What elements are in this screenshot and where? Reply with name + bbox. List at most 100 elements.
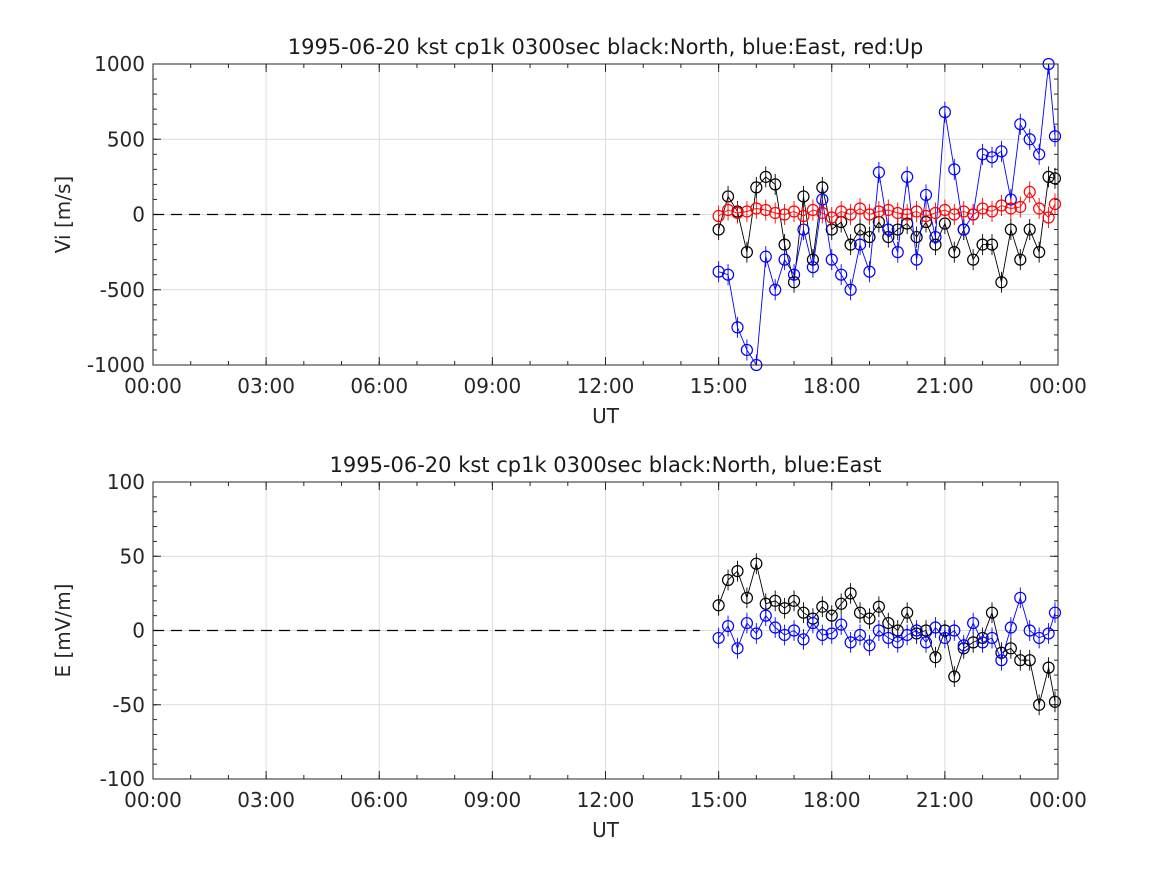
data-point-up [769, 206, 782, 220]
data-point-up [1023, 185, 1036, 199]
x-tick-label: 21:00 [916, 788, 974, 812]
data-point-east [910, 624, 923, 637]
data-point-east [891, 246, 904, 259]
data-point-north [721, 573, 735, 587]
y-tick-label: 100 [107, 470, 145, 494]
data-point-north [948, 670, 961, 683]
x-tick-label: 12:00 [577, 374, 635, 398]
y-tick-label: -50 [112, 693, 145, 717]
data-point-north [910, 230, 923, 244]
vi-velocity-panel: 00:00 03:00 06:00 09:00 12:00 15:00 18:00 21:00… [51, 35, 1087, 428]
data-point-east [863, 639, 876, 652]
series-line-east [718, 596, 1056, 662]
x-tick-label: 09:00 [464, 374, 522, 398]
data-point-north [835, 597, 848, 610]
data-point-east [750, 627, 763, 640]
data-point-north [759, 170, 772, 183]
data-point-up [985, 205, 999, 218]
data-point-north [844, 238, 857, 251]
data-point-east [853, 238, 867, 251]
data-point-north [985, 606, 999, 619]
data-point-east [731, 321, 744, 334]
data-point-east [1042, 627, 1055, 640]
data-point-east [787, 624, 801, 637]
data-point-north [948, 246, 961, 259]
data-point-east [1014, 118, 1027, 131]
x-tick-label: 00:00 [1029, 788, 1087, 812]
data-point-east [787, 268, 801, 281]
data-point-east [778, 253, 791, 266]
data-point-north [929, 651, 942, 664]
data-point-up [853, 202, 867, 215]
data-point-north [1042, 661, 1055, 674]
data-point-north [844, 587, 857, 600]
data-point-east [759, 250, 772, 263]
chart-title: 1995-06-20 kst cp1k 0300sec black:North,… [329, 453, 881, 477]
data-point-north [967, 253, 980, 266]
y-tick-label: -100 [100, 767, 145, 791]
data-point-east [844, 636, 857, 649]
data-point-north [712, 599, 725, 612]
data-point-up [825, 211, 838, 224]
data-point-north [1048, 695, 1062, 708]
data-point-east [769, 283, 782, 296]
data-point-north [1033, 698, 1046, 711]
data-point-east [929, 230, 942, 244]
data-point-east [835, 268, 848, 281]
data-point-north [816, 600, 829, 613]
x-tick-label: 03:00 [237, 788, 295, 812]
x-tick-label: 12:00 [577, 788, 635, 812]
data-point-north [825, 609, 838, 622]
y-tick-label: 0 [132, 203, 145, 227]
data-point-north [1004, 642, 1017, 655]
x-tick-label: 18:00 [803, 374, 861, 398]
data-point-north [891, 223, 904, 236]
y-tick-label: 0 [132, 619, 145, 643]
data-point-east [721, 268, 735, 281]
data-point-up [844, 208, 857, 221]
data-point-east [740, 616, 754, 630]
data-point-up [891, 206, 904, 220]
y-tick-label: 50 [120, 544, 145, 568]
data-point-north [1048, 172, 1062, 185]
data-point-east [882, 223, 895, 236]
data-point-east [1023, 624, 1036, 637]
y-axis-label: E [mV/m] [51, 584, 75, 678]
data-point-up [1004, 202, 1017, 215]
data-point-east [825, 253, 838, 266]
data-point-north [1042, 170, 1055, 183]
data-point-east [910, 253, 923, 266]
data-point-east [712, 631, 725, 645]
data-point-north [769, 594, 782, 607]
data-point-east [1048, 130, 1062, 143]
data-point-east [844, 283, 857, 296]
data-point-up [967, 208, 980, 221]
data-point-east [919, 636, 933, 649]
data-point-east [901, 170, 914, 183]
x-tick-label: 03:00 [237, 374, 295, 398]
data-point-up [731, 206, 744, 220]
y-tick-label: -500 [100, 278, 145, 302]
data-point-east [1004, 621, 1017, 634]
data-point-north [740, 591, 754, 604]
data-point-east [797, 633, 810, 646]
data-point-north [740, 246, 754, 259]
data-point-up [1048, 197, 1062, 211]
data-point-up [1014, 200, 1027, 214]
data-point-north [778, 602, 791, 615]
y-tick-label: 1000 [94, 52, 145, 76]
data-point-east [938, 106, 951, 119]
y-tick-label: -1000 [87, 353, 145, 377]
data-point-up [750, 202, 763, 215]
data-point-up [712, 209, 725, 223]
data-point-east [759, 609, 772, 622]
data-point-east [721, 619, 735, 633]
data-point-east [806, 261, 819, 274]
data-point-north [1033, 246, 1046, 259]
x-axis-label: UT [592, 818, 620, 842]
data-point-east [929, 621, 942, 634]
x-tick-label: 06:00 [350, 788, 408, 812]
data-point-north [1014, 654, 1027, 667]
data-point-east [1014, 591, 1027, 604]
x-tick-label: 21:00 [916, 374, 974, 398]
